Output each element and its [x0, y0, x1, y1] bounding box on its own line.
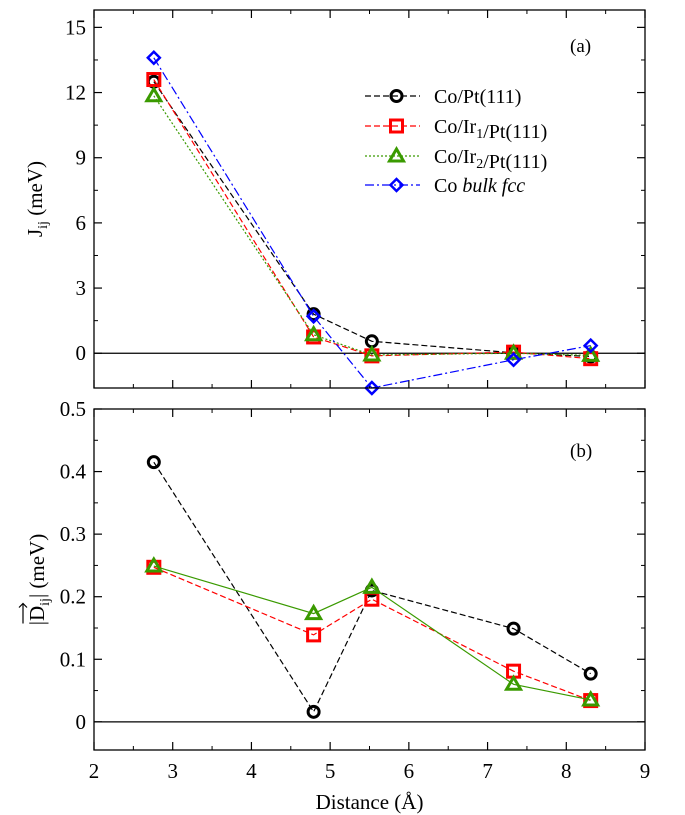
series-2	[144, 85, 601, 362]
data-point	[583, 666, 598, 681]
data-point	[582, 337, 599, 354]
legend-marker	[388, 177, 405, 193]
y-axis-label-unit: | (meV)	[25, 534, 49, 598]
plot-frame	[93, 9, 646, 389]
data-point	[581, 689, 601, 707]
data-point	[581, 345, 601, 362]
y-tick-label: 0	[76, 341, 87, 365]
series-line	[153, 565, 591, 701]
data-point	[362, 345, 382, 362]
legend-label-part: Co/Pt(111)	[434, 86, 521, 108]
legend-label-part: 2	[476, 157, 483, 172]
data-point	[304, 603, 324, 621]
legend-label-part: Co/Ir	[434, 146, 477, 168]
y-axis-label: |Dij| (meV)	[25, 534, 53, 625]
data-point	[503, 674, 524, 691]
plot-frame	[93, 408, 646, 751]
x-tick-label: 3	[167, 759, 178, 783]
legend-label: Co bulk fcc	[434, 175, 525, 197]
y-tick-label: 9	[76, 146, 87, 170]
legend-label-part: Co/Ir	[434, 116, 477, 138]
y-axis-label-main: J	[23, 229, 47, 237]
y-axis-label-main: |D	[25, 606, 49, 625]
y-tick-label: 3	[76, 276, 87, 300]
y-tick-label: 15	[65, 15, 86, 39]
y-axis-label-sub: ij	[36, 221, 51, 229]
data-point	[505, 351, 522, 368]
x-tick-label: 6	[404, 759, 415, 783]
series-0	[146, 455, 598, 719]
y-axis-label-sub: ij	[38, 598, 53, 606]
legend-label: Co/Ir2/Pt(111)	[434, 146, 547, 173]
legend-label: Co/Ir1/Pt(111)	[434, 116, 547, 143]
x-tick-label: 5	[325, 759, 336, 783]
series-line	[153, 566, 591, 702]
series-line	[153, 461, 591, 714]
data-point	[306, 627, 322, 643]
vector-arrow-head	[18, 602, 28, 608]
x-tick-label: 4	[246, 759, 257, 783]
y-tick-label: 0.5	[60, 397, 86, 421]
legend-label-part: Co	[434, 175, 462, 197]
data-point	[146, 72, 162, 88]
y-tick-label: 0.1	[60, 647, 86, 671]
legend-label-part: bulk fcc	[462, 175, 525, 197]
data-point	[305, 308, 322, 325]
legend-marker	[389, 89, 404, 103]
legend-label: Co/Pt(111)	[434, 86, 521, 108]
y-tick-label: 0	[76, 710, 87, 734]
series-3	[146, 50, 599, 396]
panel-label: (b)	[570, 441, 592, 462]
data-point	[146, 50, 162, 66]
series-line	[153, 95, 591, 357]
data-point	[506, 621, 521, 636]
data-point	[306, 704, 321, 719]
x-tick-label: 7	[482, 759, 493, 783]
legend-label-part: /Pt(111)	[483, 121, 547, 143]
vector-arrow-icon	[18, 602, 28, 624]
y-axis-label: Jij (meV)	[23, 161, 51, 237]
series-2	[144, 556, 601, 707]
series-1	[146, 72, 599, 367]
data-point	[503, 343, 524, 360]
x-tick-label: 9	[640, 759, 651, 783]
panel-b: 2 3 4 5 6 7 8 9 0 0.1 0.2 0.3 0.4 0.5 (b) |Dij| (meV) Di…	[18, 397, 651, 814]
panel-label: (a)	[570, 36, 591, 57]
data-point	[364, 380, 380, 396]
x-tick-label: 8	[561, 759, 572, 783]
y-axis-label-unit: (meV)	[23, 161, 47, 221]
y-tick-label: 12	[65, 81, 86, 105]
series-line	[153, 57, 591, 389]
legend-marker	[389, 118, 404, 134]
legend-label-part: 1	[476, 127, 483, 142]
legend-marker	[386, 146, 407, 163]
data-point	[146, 455, 161, 470]
data-point	[144, 556, 164, 573]
y-tick-label: 0.4	[60, 460, 87, 484]
data-point	[304, 324, 324, 342]
legend-label-part: /Pt(111)	[483, 151, 547, 173]
y-tick-label: 0.3	[60, 522, 86, 546]
y-tick-label: 6	[76, 211, 87, 235]
x-tick-label: 2	[89, 759, 100, 783]
legend: Co/Pt(111)Co/Ir1/Pt(111)Co/Ir2/Pt(111)Co…	[365, 86, 547, 197]
x-axis-label: Distance (Å)	[316, 790, 424, 814]
data-point	[362, 577, 382, 594]
y-tick-label: 0.2	[60, 585, 86, 609]
series-0	[146, 74, 598, 364]
data-point	[144, 85, 164, 103]
